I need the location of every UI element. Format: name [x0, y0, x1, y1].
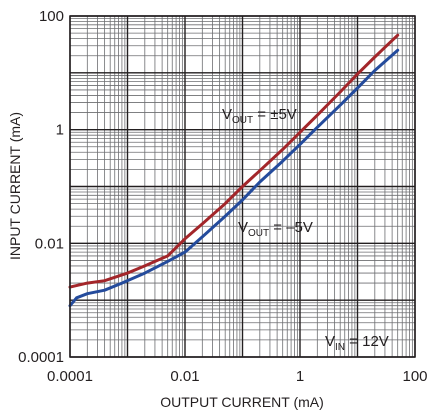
x-axis-title: OUTPUT CURRENT (mA) — [160, 394, 324, 410]
vin-annotation: VIN = 12V — [325, 333, 389, 353]
series-label-sub: OUT — [248, 228, 269, 239]
y-tick-label: 0.01 — [35, 235, 64, 252]
y-tick-label: 0.0001 — [18, 349, 64, 366]
series-label-main: V — [222, 106, 232, 123]
x-tick-label: 0.01 — [170, 368, 199, 385]
series-label-rest: = –5V — [269, 219, 313, 236]
plot-frame — [69, 15, 416, 358]
vin-label-main: V — [325, 333, 335, 350]
x-tick-label: 0.0001 — [47, 368, 93, 385]
y-tick-label: 1 — [56, 122, 64, 139]
series-label-vout-minus-5v: VOUT = –5V — [238, 219, 313, 239]
series-label-sub: OUT — [232, 115, 253, 126]
series-line-1 — [68, 33, 400, 289]
vin-label-sub: IN — [335, 342, 345, 353]
series-lines — [68, 33, 400, 308]
vin-label-rest: = 12V — [345, 333, 389, 350]
series-line-2 — [68, 48, 400, 308]
y-axis-title: INPUT CURRENT (mA) — [7, 112, 23, 260]
series-label-main: V — [238, 219, 248, 236]
series-label-vout-plus-minus-5v: VOUT = ±5V — [222, 106, 297, 126]
tick-labels: 0.0001 0.01 1 100 100 1 0.01 0.0001 — [18, 8, 427, 385]
x-tick-label: 100 — [402, 368, 427, 385]
series-label-rest: = ±5V — [253, 106, 297, 123]
y-tick-label: 100 — [39, 8, 64, 25]
x-tick-label: 1 — [296, 368, 304, 385]
